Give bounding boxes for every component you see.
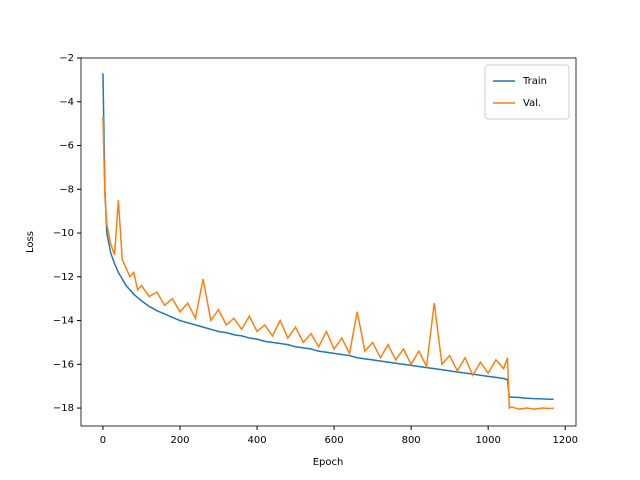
legend-label: Train — [522, 76, 547, 87]
x-tick-label: 800 — [402, 435, 421, 446]
y-tick-label: −18 — [53, 403, 74, 414]
x-tick-label: 600 — [325, 435, 344, 446]
plot-frame — [80, 57, 577, 427]
x-tick-label: 1000 — [475, 435, 500, 446]
line-series — [102, 73, 554, 401]
y-tick-label: −4 — [59, 97, 74, 108]
line-series — [102, 117, 554, 410]
x-tick-label: 0 — [100, 435, 106, 446]
y-tick-label: −14 — [53, 316, 74, 327]
x-tick-label: 1200 — [552, 435, 577, 446]
y-tick-label: −12 — [53, 272, 74, 283]
y-tick-label: −8 — [59, 184, 74, 195]
y-tick-label: −16 — [53, 359, 74, 370]
x-tick-label: 400 — [247, 435, 266, 446]
y-tick-label: −2 — [59, 53, 74, 64]
y-tick-label: −6 — [59, 141, 74, 152]
legend-box — [484, 64, 570, 120]
legend-label: Val. — [523, 98, 541, 109]
x-tick-label: 200 — [170, 435, 189, 446]
y-axis-label: Loss — [25, 231, 36, 253]
y-tick-label: −10 — [53, 228, 74, 239]
x-axis-label: Epoch — [313, 457, 344, 468]
